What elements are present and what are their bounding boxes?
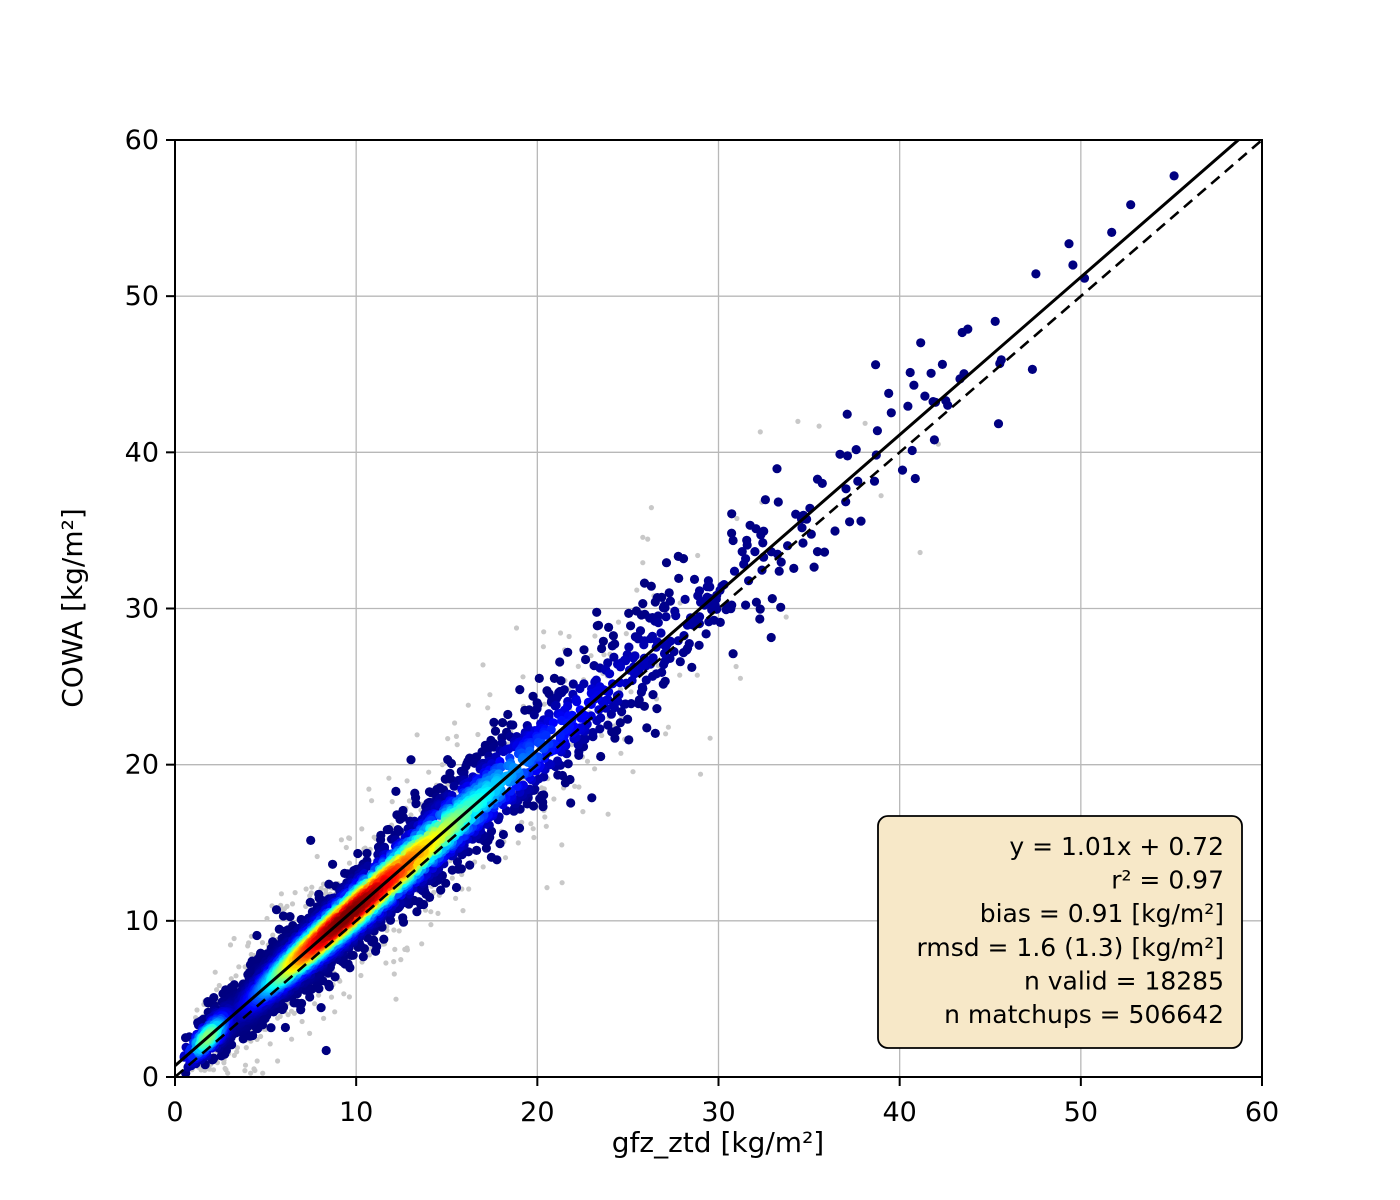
fit-lines-layer [175, 140, 1262, 1077]
x-tick-label: 0 [166, 1097, 183, 1128]
identity-line [175, 140, 1262, 1077]
x-tick-label: 20 [520, 1097, 554, 1128]
stats-line-1: r² = 0.97 [1111, 866, 1224, 895]
y-tick-label: 60 [125, 125, 159, 156]
y-tick-label: 0 [142, 1062, 159, 1093]
y-tick-label: 40 [125, 437, 159, 468]
x-tick-label: 30 [701, 1097, 735, 1128]
x-axis-label: gfz_ztd [kg/m²] [612, 1126, 824, 1159]
stats-line-4: n valid = 18285 [1024, 966, 1224, 995]
x-tick-label: 50 [1064, 1097, 1098, 1128]
y-tick-label: 20 [125, 750, 159, 781]
y-tick-label: 50 [125, 281, 159, 312]
axes-layer: 0 10 20 30 40 50 60 0 10 20 30 40 50 60 [125, 125, 1280, 1128]
y-axis-label: COWA [kg/m²] [56, 508, 89, 708]
x-tick-label: 10 [339, 1097, 373, 1128]
x-tick-label: 40 [882, 1097, 916, 1128]
regression-line [175, 140, 1241, 1067]
stats-line-3: rmsd = 1.6 (1.3) [kg/m²] [917, 933, 1225, 962]
y-tick-label: 30 [125, 594, 159, 625]
stats-line-5: n matchups = 506642 [944, 1000, 1224, 1029]
colored-points-layer [179, 171, 1179, 1077]
stats-line-2: bias = 0.91 [kg/m²] [980, 899, 1224, 928]
stats-box-background [877, 815, 1243, 1049]
y-tick-label: 10 [125, 906, 159, 937]
stats-box: y = 1.01x + 0.72 r² = 0.97 bias = 0.91 [kg… [877, 815, 1243, 1049]
stats-line-0: y = 1.01x + 0.72 [1009, 832, 1224, 861]
x-tick-label: 60 [1245, 1097, 1279, 1128]
